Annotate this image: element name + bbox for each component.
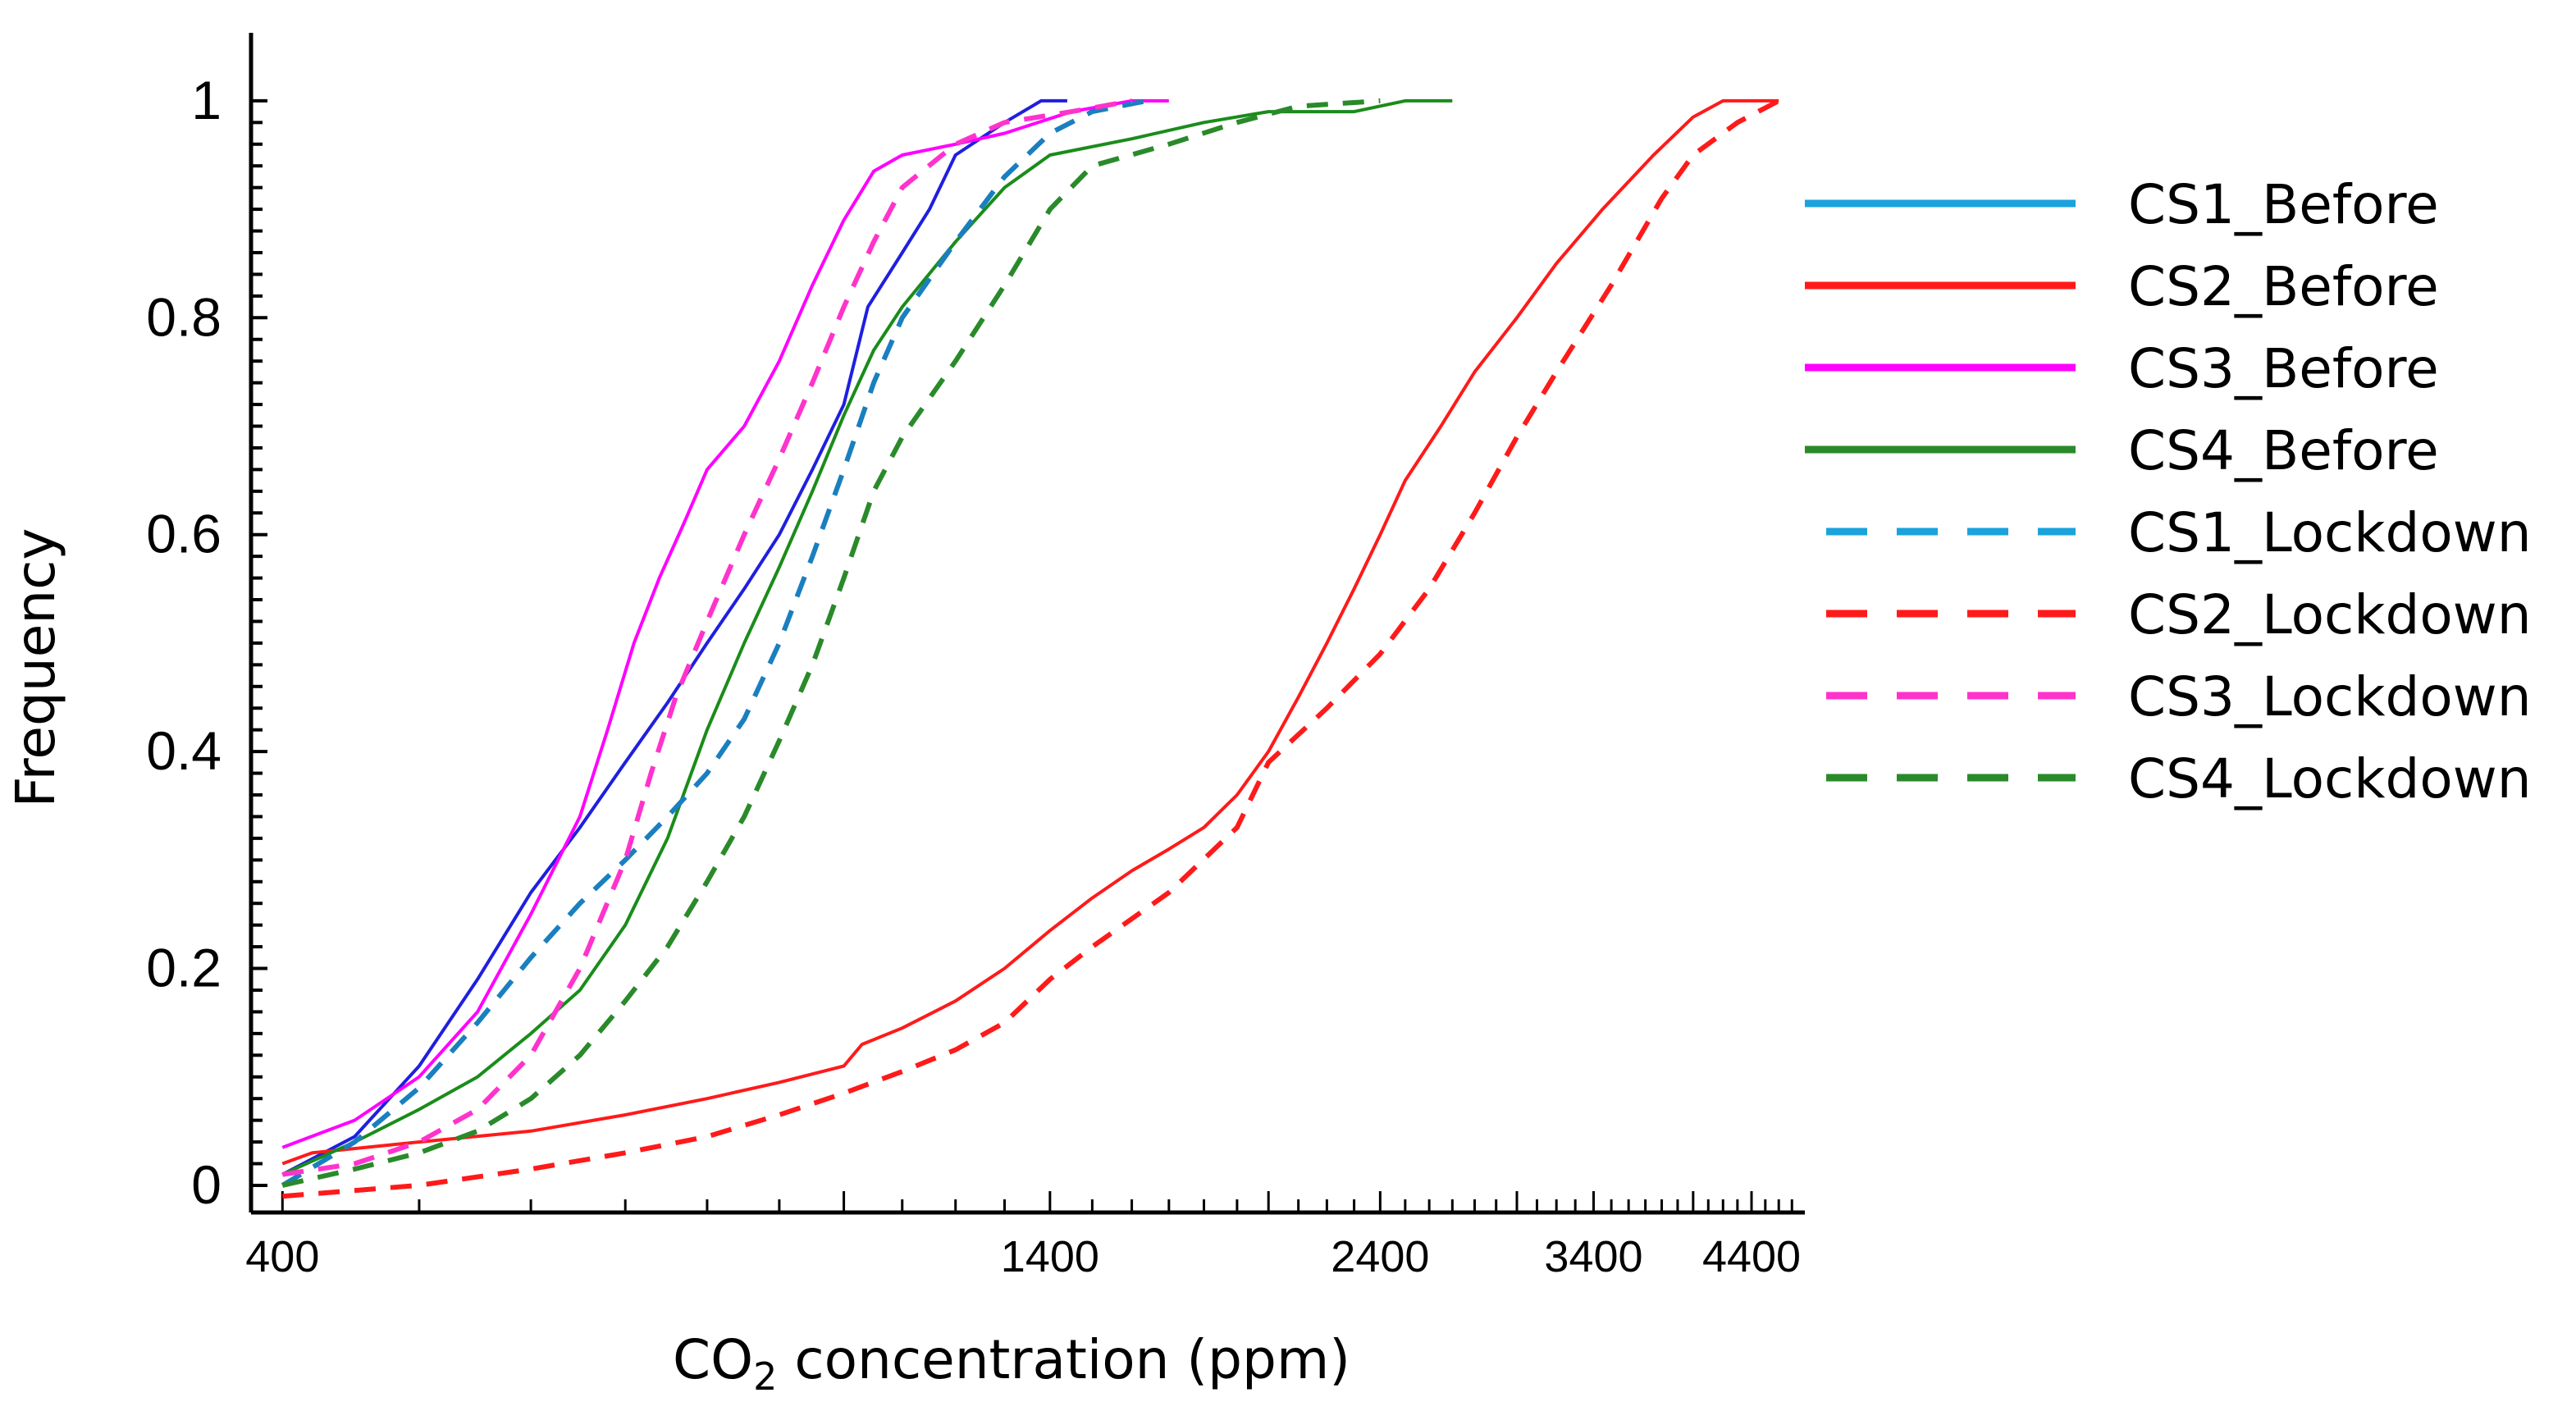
- x-axis-label-suffix: concentration (ppm): [777, 1328, 1350, 1391]
- x-tick-label: 3400: [1544, 1232, 1642, 1281]
- x-tick-label: 4400: [1702, 1232, 1801, 1281]
- x-axis-label-prefix: CO: [673, 1328, 753, 1391]
- series-line-cs1-lockdown: [281, 98, 1148, 1188]
- series-line-cs1-before: [281, 98, 1067, 1176]
- y-tick-label: 1: [191, 70, 222, 130]
- legend-label: CS4_Before: [2128, 419, 2439, 482]
- series-line-cs2-lockdown: [282, 98, 1780, 1199]
- legend-label: CS4_Lockdown: [2128, 747, 2532, 811]
- series-line-cs2-before: [281, 98, 1779, 1166]
- legend-label: CS3_Before: [2128, 337, 2439, 400]
- y-tick-label: 0.6: [146, 504, 222, 564]
- axis-labels: Frequency CO2 concentration (ppm): [4, 528, 1350, 1399]
- series-layer: [281, 98, 1780, 1199]
- series-line-cs4-before: [281, 98, 1453, 1176]
- x-axis-label-subscript: 2: [753, 1354, 777, 1399]
- x-tick-label: 400: [245, 1232, 319, 1281]
- axes: [249, 33, 1805, 1215]
- y-tick-label: 0: [191, 1154, 222, 1215]
- y-tick-label: 0.4: [146, 720, 222, 781]
- y-axis-label: Frequency: [4, 528, 67, 808]
- x-axis-label: CO2 concentration (ppm): [673, 1328, 1350, 1399]
- x-tick-label: 2400: [1331, 1232, 1429, 1281]
- legend-label: CS2_Lockdown: [2128, 583, 2532, 646]
- legend-label: CS1_Lockdown: [2128, 501, 2532, 564]
- legend: CS1_Before CS2_Before CS3_Before CS4_Before…: [1805, 173, 2532, 811]
- legend-label: CS2_Before: [2128, 255, 2439, 318]
- y-tick-label: 0.8: [146, 286, 222, 347]
- legend-label: CS3_Lockdown: [2128, 665, 2532, 728]
- x-tick-label: 1400: [1001, 1232, 1099, 1281]
- legend-label: CS1_Before: [2128, 173, 2439, 236]
- series-line-cs3-before: [281, 98, 1169, 1149]
- y-tick-label: 0.2: [146, 938, 222, 998]
- series-line-cs3-lockdown: [281, 98, 1133, 1177]
- series-line-cs4-lockdown: [281, 98, 1381, 1188]
